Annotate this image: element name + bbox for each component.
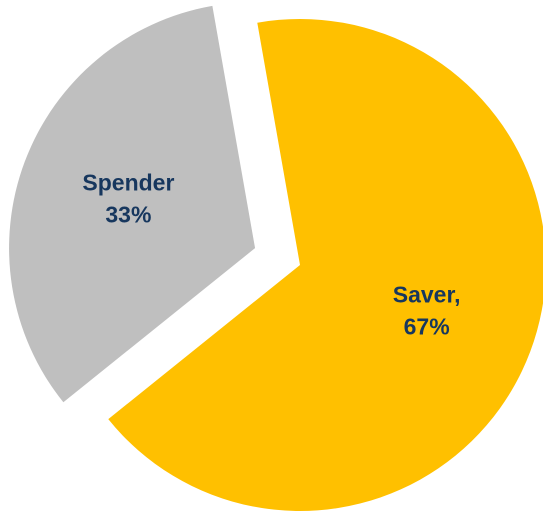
pie-slice (108, 19, 543, 511)
slice-value-label: 33% (105, 202, 151, 228)
slice-category-label: Spender (82, 170, 174, 196)
slice-value-label: 67% (404, 314, 450, 340)
slice-category-label: Saver, (393, 282, 461, 308)
pie-slice (9, 5, 256, 403)
